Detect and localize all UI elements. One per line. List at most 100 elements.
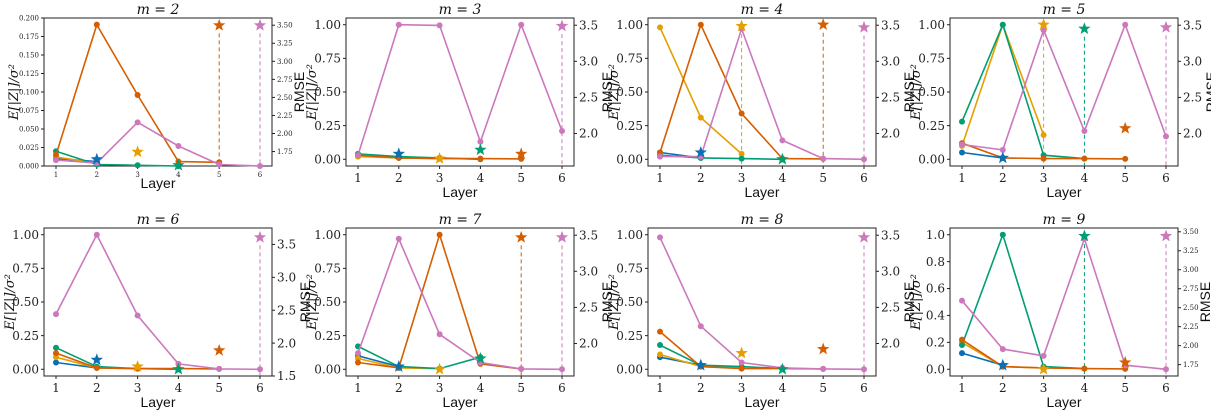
data-point-pink <box>999 146 1006 153</box>
subplot-title: m = 4 <box>741 2 784 18</box>
y-axis-label-left: E[|Z|]/σ² <box>305 274 320 331</box>
y-tick-label: 1.00 <box>616 228 643 242</box>
data-point-red <box>477 155 484 162</box>
star-marker-orange <box>131 145 144 158</box>
x-axis-label: Layer <box>744 184 779 200</box>
data-point-pink <box>395 21 402 28</box>
series-line-orange <box>659 27 743 155</box>
y-axis-label-right: RMSE <box>599 72 615 112</box>
series-line-pink <box>659 237 865 371</box>
subplot-8: m = 9 1 2 3 4 5 6 Layer 0.0 0.2 0.4 0.6 0.8 1.0 E[|Z|]… <box>909 212 1211 410</box>
data-point-red <box>738 110 745 117</box>
data-point-red <box>53 151 59 158</box>
y2-tick-label: 3.25 <box>277 40 293 48</box>
data-point-green <box>959 118 965 125</box>
data-point-green <box>657 342 663 349</box>
star-marker-orange <box>433 152 446 164</box>
y2-tick-label: 3.5 <box>579 228 598 242</box>
series-line-green <box>55 346 179 371</box>
data-point-green <box>959 342 965 349</box>
star-marker-red <box>817 342 830 355</box>
data-point-pink <box>1040 27 1047 34</box>
data-point-blue <box>959 350 965 357</box>
data-point-pink <box>999 346 1006 353</box>
y-axis-label-right: RMSE <box>1197 282 1211 322</box>
x-tick-label: 4 <box>175 381 183 395</box>
x-tick-label: 1 <box>958 171 966 185</box>
x-tick-label: 1 <box>354 171 362 185</box>
data-point-pink <box>518 21 525 28</box>
x-tick-label: 2 <box>999 381 1007 395</box>
x-tick-label: 3 <box>436 381 444 395</box>
y-tick-label: 1.00 <box>314 18 341 32</box>
x-tick-label: 2 <box>395 381 403 395</box>
subplot-5: m = 6 1 2 3 4 5 6 Layer 0.00 0.25 0.50 0.75 1.00 E[|Z… <box>3 212 313 410</box>
x-tick-label: 6 <box>860 171 868 185</box>
y2-tick-label: 2.5 <box>881 91 900 105</box>
y2-tick-label: 2.0 <box>1183 127 1202 141</box>
series-line-blue <box>55 361 97 369</box>
data-point-green <box>999 21 1006 28</box>
data-point-pink <box>436 22 443 29</box>
y-tick-label: 0.25 <box>314 119 341 133</box>
data-point-orange <box>1040 132 1047 139</box>
y-axis-label-left: E[|Z|]/σ² <box>7 64 22 121</box>
series-line-pink <box>55 232 261 371</box>
star-marker-orange <box>433 362 446 375</box>
subplot-title: m = 5 <box>1043 2 1086 18</box>
data-point-red <box>1122 155 1129 162</box>
y2-tick-label: 2.75 <box>277 76 293 84</box>
data-point-pink <box>257 163 263 169</box>
y2-tick-label: 1.5 <box>277 369 296 383</box>
x-tick-label: 1 <box>656 171 664 185</box>
star-marker-red <box>1119 121 1132 134</box>
star-marker-pink <box>555 19 569 32</box>
data-point-pink <box>559 128 565 135</box>
plot-frame <box>43 227 273 377</box>
data-point-pink <box>216 161 223 168</box>
star-marker-green <box>1078 22 1091 35</box>
star-marker-pink <box>555 230 569 243</box>
data-point-red <box>53 350 59 357</box>
y2-tick-label: 3.5 <box>277 238 296 252</box>
data-point-orange <box>738 150 745 157</box>
data-point-red <box>134 91 141 98</box>
data-point-pink <box>779 137 786 144</box>
star-marker-orange <box>1037 362 1050 375</box>
y2-tick-label: 2.5 <box>881 301 900 315</box>
data-point-pink <box>53 157 59 164</box>
data-point-pink <box>1163 366 1169 373</box>
series-line-green <box>55 150 179 167</box>
star-marker-red <box>1119 356 1132 368</box>
y-tick-label: 0.00 <box>12 362 39 376</box>
data-point-pink <box>436 331 443 338</box>
y-tick-label: 0.75 <box>314 262 341 276</box>
data-point-red <box>436 231 443 238</box>
data-point-red <box>1081 365 1088 372</box>
data-point-orange <box>697 114 704 121</box>
y2-tick-label: 3.0 <box>579 55 598 69</box>
y-tick-label: 0.075 <box>19 107 39 115</box>
y2-tick-label: 1.75 <box>1183 361 1199 369</box>
y-axis-label-left: E[|Z|]/σ² <box>607 274 622 331</box>
subplot-title: m = 7 <box>439 212 482 228</box>
y2-tick-label: 2.0 <box>881 337 900 351</box>
x-axis-label: Layer <box>1046 184 1081 200</box>
data-point-pink <box>1122 21 1129 28</box>
star-marker-green <box>172 362 185 375</box>
y2-tick-label: 3.0 <box>579 265 598 279</box>
plot-frame <box>949 227 1179 377</box>
data-point-green <box>53 344 59 351</box>
y2-tick-label: 2.00 <box>1183 342 1199 350</box>
y2-tick-label: 3.5 <box>881 228 900 242</box>
series-line-red <box>357 232 522 370</box>
y2-tick-label: 1.75 <box>277 148 293 156</box>
star-marker-orange <box>131 360 144 372</box>
data-point-red <box>697 21 704 28</box>
data-point-blue <box>959 149 965 156</box>
x-tick-label: 5 <box>217 171 221 179</box>
series-line-orange <box>961 22 1045 147</box>
data-point-pink <box>738 359 745 366</box>
star-marker-blue <box>996 358 1009 371</box>
